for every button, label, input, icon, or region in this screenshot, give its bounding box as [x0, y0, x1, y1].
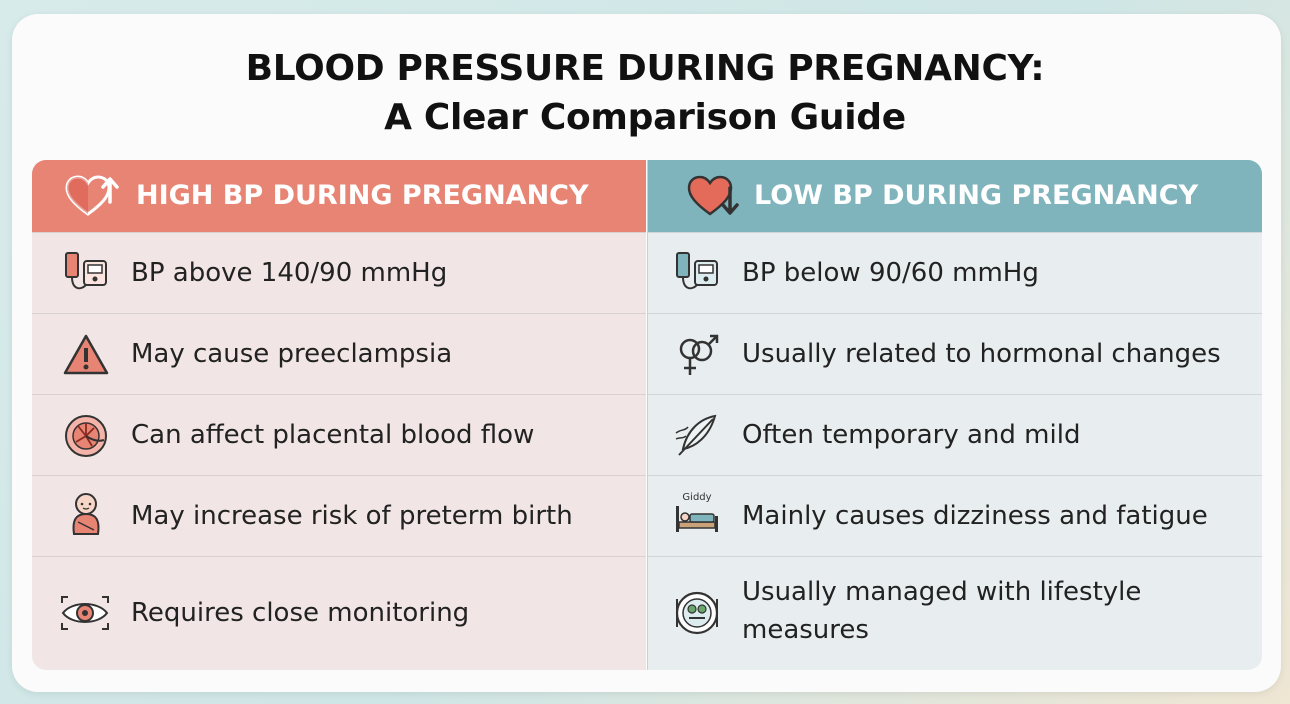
high-row-5-text: Requires close monitoring — [131, 598, 470, 628]
low-row-1: BP below 90/60 mmHg — [648, 232, 1262, 314]
baby-icon — [72, 493, 100, 535]
low-row-2-text: Usually related to hormonal changes — [742, 339, 1221, 369]
low-row-4-text: Mainly causes dizziness and fatigue — [742, 501, 1208, 531]
feather-icon — [675, 414, 717, 456]
low-row-4: Giddy Mainly causes dizziness and fatigu… — [648, 475, 1262, 557]
high-row-4-text: May increase risk of preterm birth — [131, 501, 573, 531]
placenta-icon — [65, 415, 107, 457]
bp-monitor-icon — [676, 252, 718, 290]
title-line-2: A Clear Comparison Guide — [384, 97, 906, 138]
low-bp-header-label: LOW BP DURING PREGNANCY — [754, 180, 1199, 211]
low-row-5: Usually managed with lifestyle measures — [648, 556, 1262, 668]
eye-icon — [61, 596, 109, 630]
high-bp-column: HIGH BP DURING PREGNANCY BP above 140/90… — [32, 160, 646, 670]
high-bp-header-label: HIGH BP DURING PREGNANCY — [136, 180, 589, 211]
low-row-3: Often temporary and mild — [648, 394, 1262, 476]
high-row-1: BP above 140/90 mmHg — [32, 232, 646, 314]
high-row-3: Can affect placental blood flow — [32, 394, 646, 476]
heart-arrow-up-icon — [65, 175, 119, 216]
high-bp-header: HIGH BP DURING PREGNANCY — [32, 160, 646, 232]
comparison-table: HIGH BP DURING PREGNANCY BP above 140/90… — [32, 160, 1262, 670]
healthy-plate-icon — [675, 591, 719, 635]
low-bp-header: LOW BP DURING PREGNANCY — [648, 160, 1262, 232]
low-row-3-text: Often temporary and mild — [742, 420, 1081, 450]
low-row-5-text-line-2: measures — [742, 615, 869, 645]
high-row-2: May cause preeclampsia — [32, 313, 646, 395]
giddy-label: Giddy — [682, 492, 711, 503]
bp-monitor-icon — [65, 252, 107, 290]
high-row-2-text: May cause preeclampsia — [131, 339, 453, 369]
warning-triangle-icon — [63, 334, 109, 375]
low-row-5-text-line-1: Usually managed with lifestyle — [742, 577, 1142, 607]
giddy-bed-icon: Giddy — [676, 492, 718, 532]
high-row-4: May increase risk of preterm birth — [32, 475, 646, 557]
heart-arrow-down-icon — [687, 175, 739, 216]
page-title: BLOOD PRESSURE DURING PREGNANCY: A Clear… — [0, 44, 1290, 142]
high-row-1-text: BP above 140/90 mmHg — [131, 258, 448, 288]
low-bp-column: LOW BP DURING PREGNANCY BP below 90/60 m… — [647, 160, 1262, 670]
low-row-2: Usually related to hormonal changes — [648, 313, 1262, 395]
low-row-1-text: BP below 90/60 mmHg — [742, 258, 1039, 288]
gender-symbols-icon — [679, 334, 719, 375]
high-row-5: Requires close monitoring — [32, 556, 646, 668]
title-line-1: BLOOD PRESSURE DURING PREGNANCY: — [245, 48, 1045, 89]
high-row-3-text: Can affect placental blood flow — [131, 420, 535, 450]
